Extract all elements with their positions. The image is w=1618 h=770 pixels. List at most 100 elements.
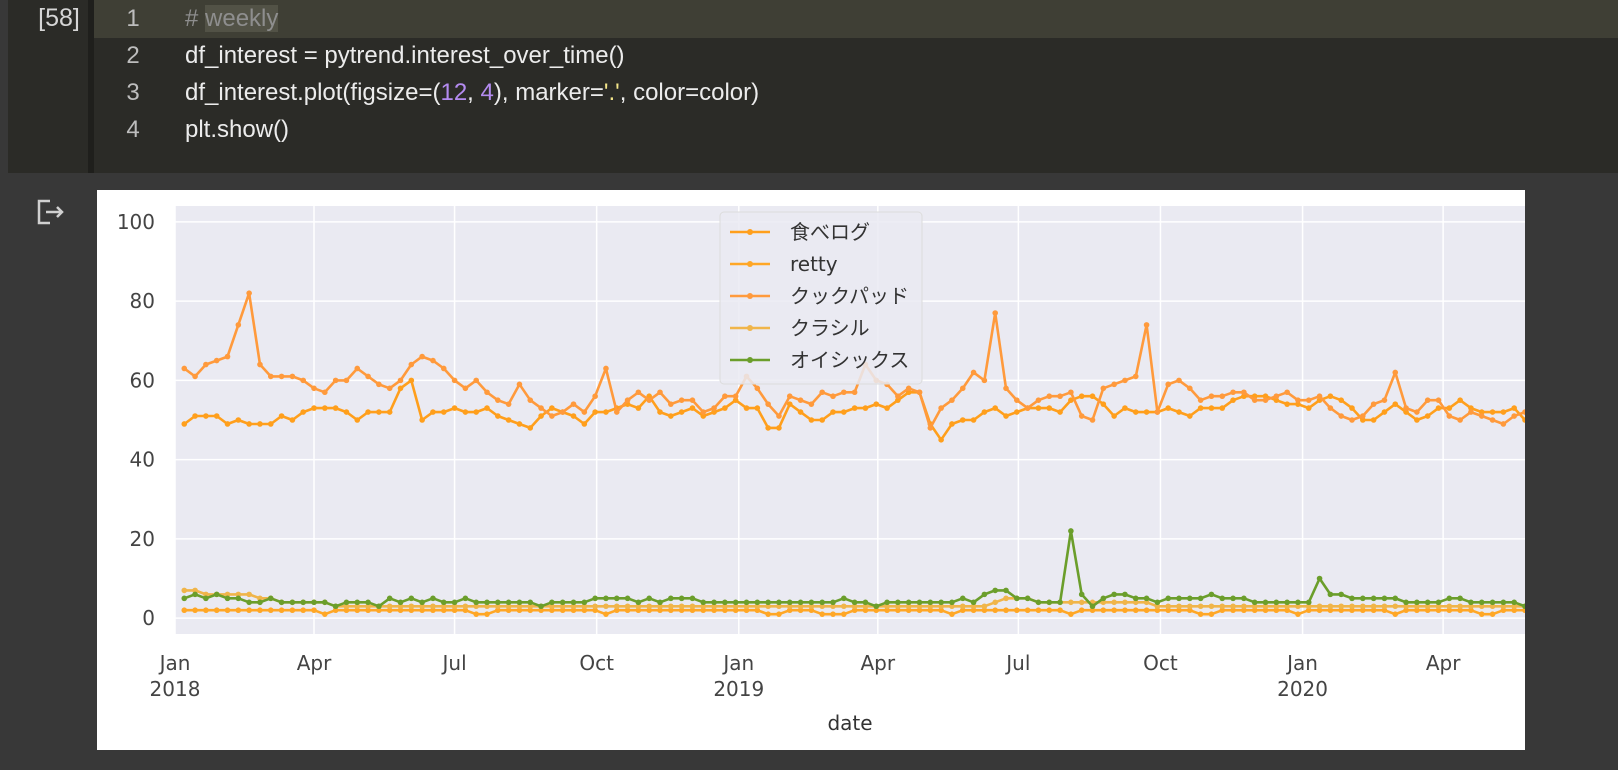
data-point	[365, 607, 371, 614]
data-point	[624, 607, 631, 614]
data-point	[689, 397, 696, 403]
data-point	[1511, 607, 1517, 614]
code-editor[interactable]: 1 # weekly 2 df_interest = pytrend.inter…	[94, 0, 1618, 173]
data-point	[1187, 413, 1193, 419]
data-point	[743, 599, 750, 606]
data-point	[1489, 603, 1496, 610]
data-point	[884, 603, 890, 610]
data-point	[884, 405, 890, 411]
data-point	[1316, 575, 1323, 582]
data-point	[689, 603, 696, 610]
data-point	[278, 413, 285, 419]
output-redirect-icon[interactable]	[34, 196, 66, 228]
data-point	[678, 397, 685, 403]
series-line	[184, 589, 1525, 608]
data-point	[257, 607, 263, 614]
data-point	[981, 377, 988, 384]
data-point	[516, 603, 523, 610]
data-point	[841, 389, 847, 396]
data-point	[851, 607, 858, 614]
data-point	[592, 603, 598, 610]
data-point	[862, 405, 869, 411]
data-point	[1262, 599, 1269, 606]
data-point	[635, 389, 642, 396]
data-point	[1392, 611, 1399, 617]
data-point	[473, 599, 480, 606]
code-line-1[interactable]: 1 # weekly	[94, 0, 1618, 38]
data-point	[949, 421, 955, 427]
data-point	[895, 607, 901, 614]
data-point	[1208, 591, 1215, 598]
data-point	[1111, 607, 1117, 614]
data-point	[776, 603, 782, 610]
data-point	[981, 607, 988, 614]
code-line-4[interactable]: 4 plt.show()	[94, 111, 1618, 149]
data-point	[1078, 591, 1085, 598]
data-point	[765, 611, 771, 617]
data-point	[311, 405, 317, 411]
data-point	[830, 611, 836, 617]
data-point	[905, 599, 912, 606]
data-point	[1446, 603, 1453, 610]
data-point	[646, 397, 652, 403]
data-point	[1500, 409, 1507, 415]
data-point	[1424, 603, 1431, 610]
x-tick-year: 2019	[713, 677, 764, 701]
data-point	[841, 611, 847, 617]
data-point	[592, 393, 598, 400]
data-point	[992, 607, 998, 614]
data-point	[549, 603, 555, 610]
data-point	[1003, 587, 1009, 594]
data-point	[959, 603, 966, 610]
data-point	[451, 603, 458, 610]
data-point	[332, 377, 339, 384]
data-point	[213, 591, 220, 598]
data-point	[819, 603, 825, 610]
data-point	[495, 397, 501, 403]
code-line-2[interactable]: 2 df_interest = pytrend.interest_over_ti…	[94, 37, 1618, 75]
data-point	[1100, 595, 1107, 602]
data-point	[1068, 599, 1074, 606]
data-point	[722, 393, 728, 400]
data-point	[1468, 607, 1474, 614]
data-point	[1381, 603, 1388, 610]
data-point	[1305, 599, 1312, 606]
string-literal: '.'	[603, 79, 620, 106]
data-point	[765, 401, 771, 407]
output-plot: 0 20 40 60 80 100 Jan 2018 Apr Jul Oct Jan 2019 Apr J…	[97, 190, 1525, 750]
data-point	[1241, 603, 1247, 610]
data-point	[235, 595, 242, 602]
data-point	[613, 595, 620, 602]
data-point	[365, 373, 371, 380]
data-point	[1338, 397, 1344, 403]
code-cell[interactable]: [58] 1 # weekly 2 df_interest = pytrend.…	[8, 0, 1618, 173]
data-point	[246, 290, 252, 296]
data-point	[527, 603, 534, 610]
data-point	[754, 385, 761, 392]
data-point	[192, 587, 198, 594]
data-point	[570, 607, 577, 614]
data-point	[1446, 595, 1453, 602]
data-point	[678, 603, 685, 610]
data-point	[1187, 385, 1193, 392]
data-point	[289, 599, 296, 606]
x-tick-label: Apr	[1426, 651, 1461, 675]
data-point	[1197, 595, 1204, 602]
data-point	[1251, 599, 1258, 606]
data-point	[1057, 607, 1063, 614]
data-point	[786, 603, 793, 610]
data-point	[743, 603, 750, 610]
data-point	[1327, 393, 1334, 400]
data-point	[1176, 409, 1182, 415]
data-point	[1305, 397, 1312, 403]
data-point	[1349, 603, 1355, 610]
data-point	[343, 377, 350, 384]
data-point	[1143, 595, 1150, 602]
x-tick-label: Jan	[158, 651, 191, 675]
code-line-3[interactable]: 3 df_interest.plot(figsize=(12, 4), mark…	[94, 74, 1618, 112]
data-point	[895, 599, 901, 606]
data-point	[927, 603, 934, 610]
data-point	[851, 603, 858, 610]
data-point	[635, 599, 642, 606]
